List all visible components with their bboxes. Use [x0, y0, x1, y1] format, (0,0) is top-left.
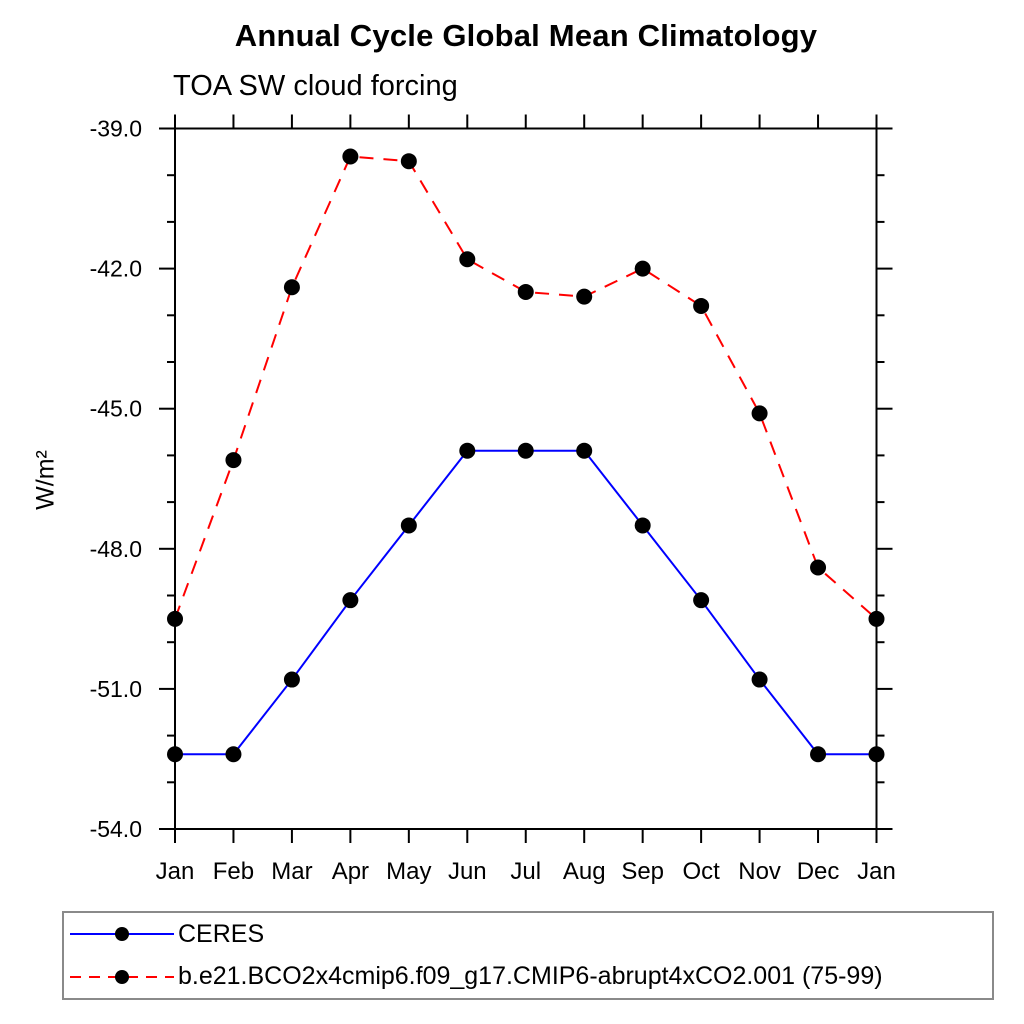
plot-frame — [174, 127, 878, 830]
data-point-marker — [810, 746, 827, 763]
x-tick-label: Nov — [738, 858, 781, 885]
x-tick-label: Feb — [213, 858, 254, 885]
data-point-marker — [283, 671, 300, 688]
x-tick-label: Dec — [797, 858, 840, 885]
y-axis: -39.0 -42.0 -45.0 -48.0 -51.0 -54.0 — [90, 116, 893, 842]
x-tick-label: Mar — [271, 858, 312, 885]
x-tick-label: Jun — [448, 858, 487, 885]
data-point-marker — [634, 260, 651, 277]
y-tick-label: -39.0 — [90, 116, 142, 142]
data-point-marker — [400, 517, 417, 534]
data-point-marker — [517, 283, 534, 300]
data-point-marker — [342, 592, 359, 609]
data-point-marker — [342, 148, 359, 165]
y-tick-label: -42.0 — [90, 256, 142, 282]
legend-label-model: b.e21.BCO2x4cmip6.f09_g17.CMIP6-abrupt4x… — [178, 962, 883, 991]
series-ceres — [167, 442, 885, 763]
legend-sample-marker — [115, 969, 129, 984]
series-line — [175, 449, 877, 756]
x-tick-label: Jan — [857, 858, 896, 885]
x-tick-label: Aug — [563, 858, 606, 885]
y-tick-label: -51.0 — [90, 676, 142, 702]
data-point-marker — [167, 610, 183, 627]
legend-entry-ceres: CERES — [70, 914, 992, 954]
data-point-marker — [810, 559, 827, 576]
y-tick-label: -45.0 — [90, 396, 142, 422]
x-tick-label: Jul — [510, 858, 541, 885]
data-point-marker — [459, 251, 476, 268]
data-point-marker — [751, 405, 768, 422]
x-tick-label: Jan — [156, 858, 195, 885]
data-point-marker — [225, 746, 242, 763]
legend-box: CERES b.e21.BCO2x4cmip6.f09_g17.CMIP6-ab… — [62, 911, 994, 1000]
data-point-marker — [576, 442, 593, 459]
legend-line-sample-dashed — [70, 969, 174, 984]
data-point-marker — [517, 442, 534, 459]
data-point-marker — [693, 297, 710, 314]
chart-subtitle: TOA SW cloud forcing — [173, 70, 458, 102]
x-tick-label: Apr — [332, 858, 369, 885]
data-point-marker — [167, 746, 183, 763]
y-tick-label: -54.0 — [90, 816, 142, 842]
data-point-marker — [634, 517, 651, 534]
data-point-marker — [868, 746, 885, 763]
x-tick-label: May — [386, 858, 431, 885]
legend-entry-model: b.e21.BCO2x4cmip6.f09_g17.CMIP6-abrupt4x… — [70, 957, 992, 997]
x-tick-label: Sep — [621, 858, 664, 885]
legend-label-ceres: CERES — [178, 919, 265, 948]
x-tick-label: Oct — [682, 858, 720, 885]
data-point-marker — [751, 671, 768, 688]
data-point-marker — [459, 442, 476, 459]
plot-area: Jan Feb Mar Apr May Jun Jul Aug Sep Oct Nov Dec Jan-… — [90, 114, 896, 885]
data-point-marker — [400, 153, 417, 170]
series-line — [174, 155, 878, 620]
data-point-marker — [693, 592, 710, 609]
data-point-marker — [868, 610, 885, 627]
y-tick-label: -48.0 — [90, 536, 142, 562]
data-point-marker — [225, 452, 242, 469]
data-point-marker — [576, 288, 593, 305]
x-axis: Jan Feb Mar Apr May Jun Jul Aug Sep Oct Nov Dec Jan — [156, 114, 896, 885]
series-model — [167, 148, 885, 627]
data-point-marker — [283, 279, 300, 296]
chart-title: Annual Cycle Global Mean Climatology — [234, 18, 818, 53]
legend-line-sample-solid — [70, 927, 174, 942]
legend-sample-marker — [115, 927, 129, 942]
